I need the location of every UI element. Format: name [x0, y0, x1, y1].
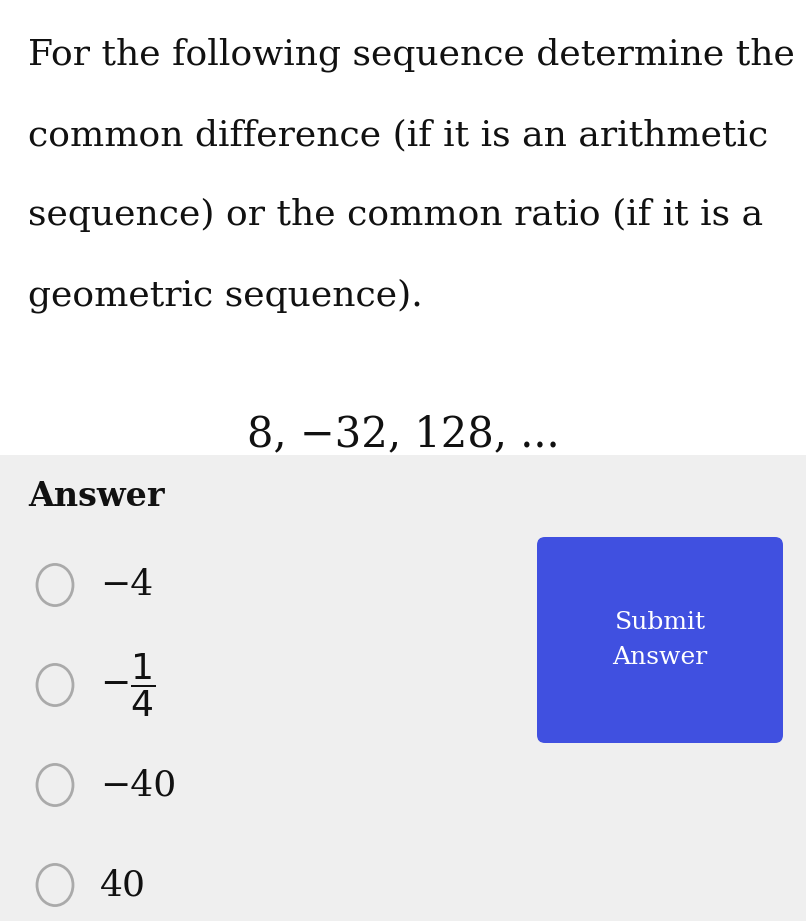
- Text: 40: 40: [100, 868, 146, 902]
- Text: −4: −4: [100, 568, 153, 602]
- Text: common difference (if it is an arithmetic: common difference (if it is an arithmeti…: [28, 118, 768, 152]
- FancyBboxPatch shape: [537, 537, 783, 743]
- Text: $-\dfrac{1}{4}$: $-\dfrac{1}{4}$: [100, 651, 156, 718]
- Text: geometric sequence).: geometric sequence).: [28, 278, 423, 312]
- Text: sequence) or the common ratio (if it is a: sequence) or the common ratio (if it is …: [28, 198, 763, 232]
- Text: Submit: Submit: [614, 611, 705, 634]
- Text: Answer: Answer: [613, 646, 708, 669]
- Text: Answer: Answer: [28, 480, 164, 513]
- Text: For the following sequence determine the: For the following sequence determine the: [28, 38, 795, 73]
- Text: 8, −32, 128, ...: 8, −32, 128, ...: [247, 413, 559, 455]
- FancyBboxPatch shape: [0, 455, 806, 921]
- Text: −40: −40: [100, 768, 177, 802]
